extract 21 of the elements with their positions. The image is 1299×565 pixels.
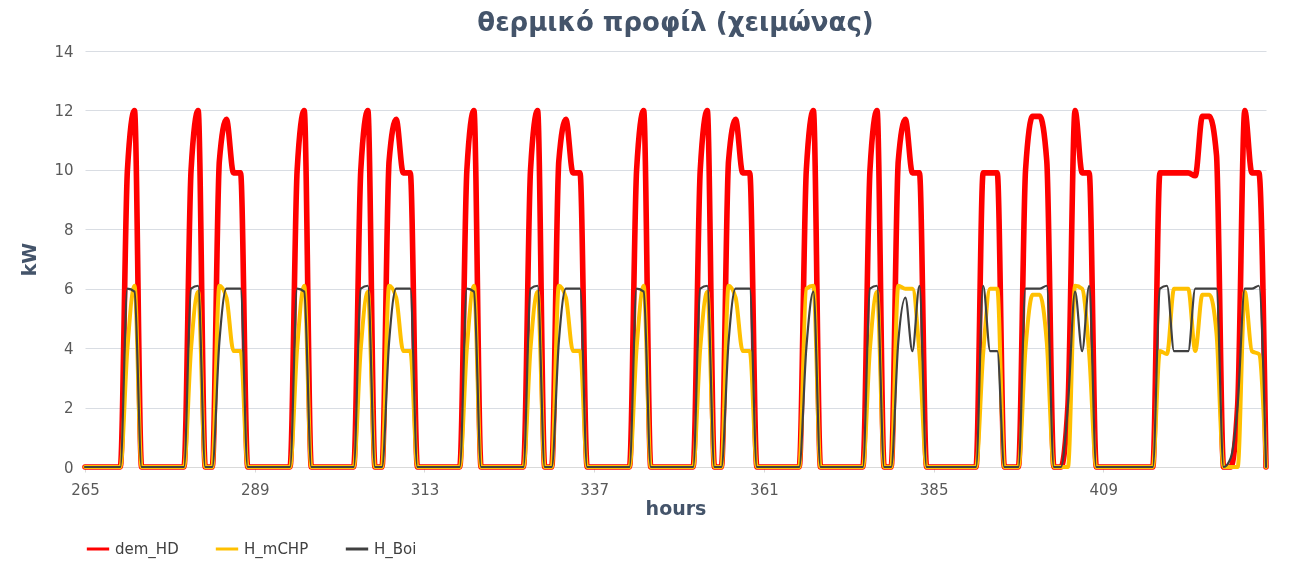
x-tick-label: 361 bbox=[750, 480, 779, 499]
y-tick-label: 6 bbox=[63, 280, 74, 299]
y-tick-label: 14 bbox=[54, 42, 74, 61]
y-tick-label: 2 bbox=[63, 399, 74, 418]
legend-label: H_mCHP bbox=[244, 540, 309, 559]
y-tick-label: 8 bbox=[63, 220, 74, 239]
y-tick-label: 12 bbox=[54, 101, 74, 120]
x-tick-label: 313 bbox=[410, 480, 440, 499]
x-axis-title: hours bbox=[645, 496, 707, 519]
y-tick-label: 10 bbox=[54, 161, 74, 180]
x-tick-label: 265 bbox=[71, 480, 100, 499]
x-tick-label: 409 bbox=[1089, 480, 1119, 499]
x-tick-label: 385 bbox=[919, 480, 949, 499]
x-tick-label: 289 bbox=[240, 480, 270, 499]
legend-label: H_Boi bbox=[374, 540, 417, 559]
legend-label: dem_HD bbox=[115, 540, 179, 559]
chart-title: θερμικό προφίλ (χειμώνας) bbox=[477, 7, 874, 37]
y-tick-label: 4 bbox=[63, 339, 74, 358]
y-tick-label: 0 bbox=[63, 458, 74, 477]
x-tick-label: 337 bbox=[580, 480, 609, 499]
y-axis-title: kW bbox=[18, 242, 41, 277]
